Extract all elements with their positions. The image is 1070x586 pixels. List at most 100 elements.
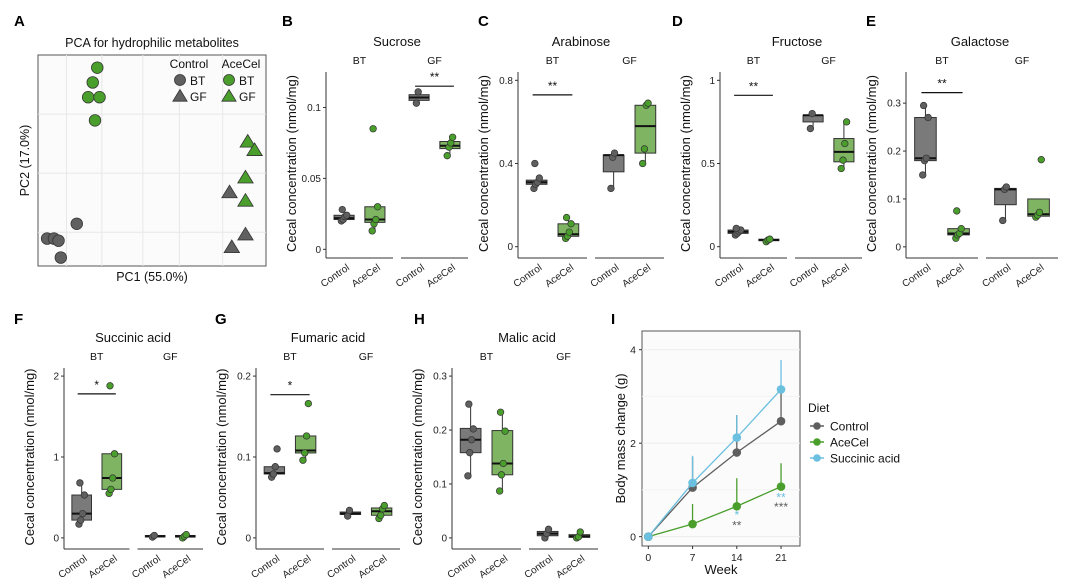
box-control [914, 101, 937, 179]
x-tick-label: Control [325, 553, 358, 581]
y-axis-label: Body mass change (g) [613, 373, 628, 503]
y-tick-label: 0.5 [701, 159, 715, 170]
box-control [71, 479, 93, 528]
series-line [647, 420, 782, 538]
x-tick-label: AceCel [160, 553, 193, 581]
data-point [766, 235, 774, 243]
x-tick-label: Control [713, 262, 746, 290]
data-point [776, 385, 786, 394]
legend-label: Control [830, 420, 869, 434]
facet-label: BT [90, 351, 104, 363]
significance-label: * [734, 508, 739, 522]
x-tick-label: AceCel [357, 553, 390, 581]
data-point [499, 459, 507, 468]
x-tick-label: AceCel [281, 553, 314, 581]
box-control [144, 531, 166, 541]
data-point [1002, 183, 1010, 191]
box-acecel [557, 213, 580, 243]
x-tick-label: 14 [731, 552, 743, 564]
legend-label: BT [239, 74, 255, 88]
x-tick-label: Control [980, 262, 1013, 290]
y-axis-label: Cecal concentration (nmol/mg) [678, 75, 693, 252]
significance-label: ** [937, 77, 947, 91]
y-tick-label: 0.1 [887, 194, 901, 205]
data-point [269, 470, 278, 478]
x-tick-label: AceCel [425, 262, 458, 290]
data-point [380, 501, 388, 510]
legend-label: GF [239, 90, 256, 104]
data-point [239, 133, 257, 148]
legend-key-point [813, 438, 821, 446]
data-point [54, 251, 68, 264]
data-point [414, 88, 422, 96]
facet-label: BT [353, 55, 367, 67]
significance-label: * [288, 379, 293, 393]
box-acecel [439, 133, 461, 160]
x-tick-label: Control [589, 262, 622, 290]
facet-label: BT [283, 351, 297, 363]
box-acecel [947, 207, 970, 242]
data-point [732, 433, 742, 442]
data-point [412, 99, 421, 107]
data-point [688, 478, 697, 488]
panel-label: C [478, 13, 489, 30]
plot-area [37, 54, 267, 267]
data-point [299, 456, 307, 464]
legend-title: Diet [808, 401, 830, 415]
legend-key-circle [223, 74, 235, 86]
chart-title: PCA for hydrophilic metabolites [65, 36, 239, 50]
panel-title: Sucrose [373, 34, 421, 49]
data-point [91, 61, 104, 74]
legend-group-title: AceCel [222, 57, 261, 71]
data-point [237, 226, 254, 241]
data-point [562, 213, 571, 222]
data-point [465, 400, 473, 408]
series-control-gf [221, 184, 254, 254]
data-point [52, 234, 65, 247]
box-control [994, 183, 1017, 225]
y-tick-label: 0 [245, 533, 251, 544]
legend-key-point [813, 454, 821, 462]
box-acecel [364, 125, 386, 235]
panel-title: Arabinose [552, 34, 611, 49]
facet-label: GF [622, 55, 637, 67]
box-control [333, 205, 355, 225]
data-point [448, 133, 457, 141]
y-tick-label: 0.2 [887, 147, 901, 158]
y-tick-label: 0 [709, 242, 715, 253]
box-control [602, 149, 625, 193]
data-point [842, 118, 851, 126]
panel-title: Fumaric acid [291, 330, 365, 345]
facet-label: BT [935, 55, 949, 67]
data-point [70, 217, 83, 231]
y-tick-label: 2 [630, 438, 636, 450]
series-acecel-bt [81, 61, 106, 127]
data-point [776, 416, 786, 426]
box-control [802, 109, 824, 133]
box-control [339, 506, 362, 520]
y-tick-label: 0 [507, 242, 513, 253]
y-axis-label: Cecal concentration (nmol/mg) [214, 368, 229, 545]
series-control-bt [40, 217, 83, 264]
plot-area [641, 330, 801, 547]
data-point [732, 501, 742, 511]
data-point [78, 509, 87, 518]
panel-title: Fructose [772, 34, 823, 49]
x-tick-label: AceCel [543, 262, 576, 290]
panel-B: Sucrose Cecal concentration (nmol/mg) 0 0.0… [284, 34, 468, 290]
x-tick-label: AceCel [87, 553, 120, 581]
data-point [109, 474, 117, 482]
data-point [237, 192, 254, 207]
y-tick-label: 0.8 [499, 76, 513, 87]
panel-label: A [14, 13, 25, 30]
